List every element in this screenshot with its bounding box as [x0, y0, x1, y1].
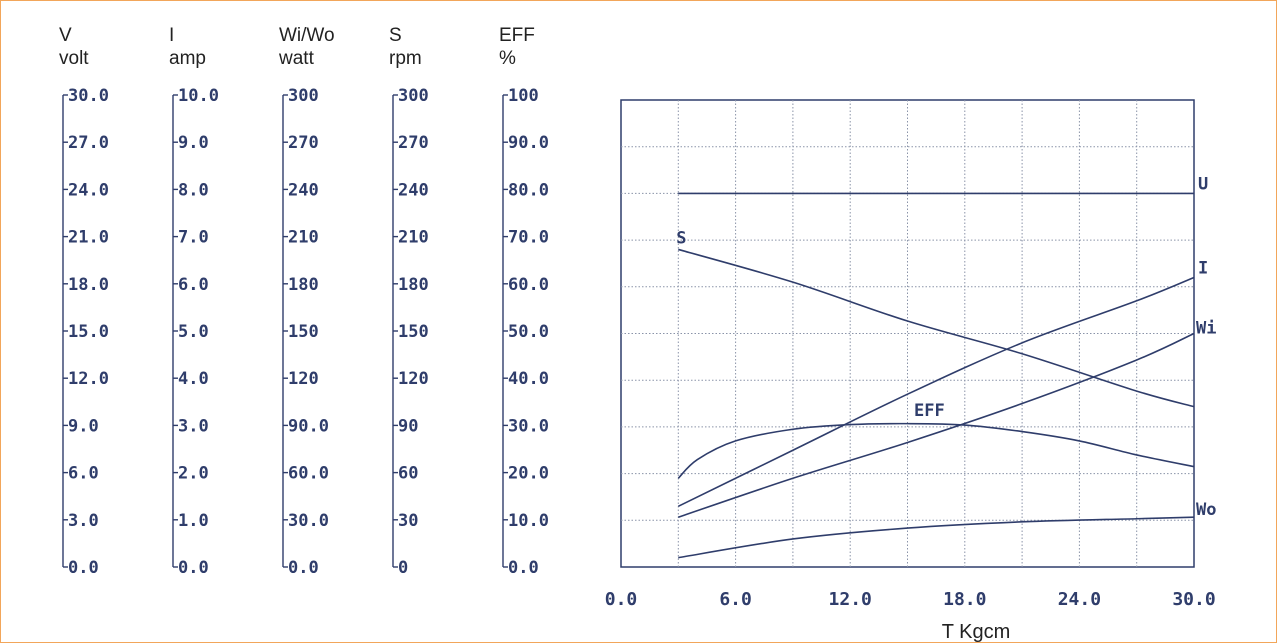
series-line-i — [677, 276, 1195, 508]
axis-tick-label: 70.0 — [508, 228, 549, 248]
axis-tick-label: 210 — [398, 228, 429, 248]
axis-tick-label: 90.0 — [508, 133, 549, 153]
axis-unit: volt — [59, 48, 89, 69]
axis-tick-label: 12.0 — [68, 369, 109, 389]
axis-unit: amp — [169, 48, 206, 69]
axis-tick-label: 10.0 — [508, 511, 549, 531]
axis-tick-label: 5.0 — [178, 322, 209, 342]
axis-tick-label: 150 — [288, 322, 319, 342]
axis-tick-label: 180 — [398, 275, 429, 295]
axis-tick-label: 300 — [398, 86, 429, 106]
x-tick-label: 18.0 — [943, 589, 986, 610]
axis-tick-label: 3.0 — [68, 511, 99, 531]
axis-tick-label: 4.0 — [178, 369, 209, 389]
axis-tick-label: 40.0 — [508, 369, 549, 389]
curve-label-s: S — [676, 228, 686, 248]
axis-tick-label: 3.0 — [178, 416, 209, 436]
axis-tick-label: 9.0 — [178, 133, 209, 153]
axis-unit: watt — [278, 48, 315, 69]
axis-tick-label: 27.0 — [68, 133, 109, 153]
axis-tick-label: 240 — [398, 180, 429, 200]
series-line-eff — [677, 422, 1195, 479]
curve-label-eff: EFF — [914, 401, 945, 421]
axis-eff: EFF% 100 90.0 80.0 70.0 60.0 50.0 40.0 30.0 20.0 1… — [499, 25, 549, 578]
axis-tick-label: 30.0 — [508, 416, 549, 436]
axis-name: Wi/Wo — [279, 25, 335, 46]
x-axis-title: T Kgcm — [942, 621, 1011, 643]
x-tick-label: 12.0 — [829, 589, 872, 610]
axis-tick-label: 60 — [398, 464, 418, 484]
series-line-s — [678, 248, 1195, 408]
axis-name: I — [169, 25, 174, 46]
axis-tick-label: 9.0 — [68, 416, 99, 436]
axis-tick-label: 60.0 — [288, 464, 329, 484]
axis-name: EFF — [499, 25, 535, 46]
axis-tick-label: 2.0 — [178, 464, 209, 484]
axis-tick-label: 150 — [398, 322, 429, 342]
axis-tick-label: 30.0 — [68, 86, 109, 106]
axis-tick-label: 18.0 — [68, 275, 109, 295]
axis-tick-label: 50.0 — [508, 322, 549, 342]
axis-tick-label: 210 — [288, 228, 319, 248]
axis-unit: % — [499, 48, 516, 69]
axis-name: S — [389, 25, 402, 46]
axis-tick-label: 15.0 — [68, 322, 109, 342]
axis-tick-label: 30.0 — [288, 511, 329, 531]
axis-tick-label: 21.0 — [68, 228, 109, 248]
axis-tick-label: 6.0 — [178, 275, 209, 295]
series-line-wi — [678, 332, 1195, 518]
axis-tick-label: 120 — [398, 369, 429, 389]
series-line-wo — [678, 516, 1195, 559]
axis-tick-label: 8.0 — [178, 180, 209, 200]
axis-tick-label: 90.0 — [288, 416, 329, 436]
axis-tick-label: 180 — [288, 275, 319, 295]
axis-tick-label: 6.0 — [68, 464, 99, 484]
axis-tick-label: 270 — [398, 133, 429, 153]
axis-tick-label: 0.0 — [178, 558, 209, 578]
x-tick-label: 6.0 — [719, 589, 752, 610]
axis-unit: rpm — [389, 48, 422, 69]
curve-label-wi: Wi — [1196, 319, 1216, 339]
axis-tick-label: 0 — [398, 558, 408, 578]
axis-tick-label: 10.0 — [178, 86, 219, 106]
x-tick-label: 24.0 — [1058, 589, 1101, 610]
axis-tick-label: 120 — [288, 369, 319, 389]
axis-tick-label: 1.0 — [178, 511, 209, 531]
axis-tick-label: 300 — [288, 86, 319, 106]
axis-tick-label: 20.0 — [508, 464, 549, 484]
curve-label-i: I — [1198, 258, 1208, 278]
axis-tick-label: 24.0 — [68, 180, 109, 200]
axis-tick-label: 90 — [398, 416, 418, 436]
axis-tick-label: 60.0 — [508, 275, 549, 295]
axis-tick-label: 100 — [508, 86, 539, 106]
axis-tick-label: 240 — [288, 180, 319, 200]
axis-tick-label: 0.0 — [288, 558, 319, 578]
x-tick-label: 0.0 — [605, 589, 638, 610]
curve-label-u: U — [1198, 174, 1208, 194]
axis-tick-label: 0.0 — [508, 558, 539, 578]
axis-tick-label: 7.0 — [178, 228, 209, 248]
curve-label-wo: Wo — [1196, 500, 1216, 520]
axis-tick-label: 0.0 — [68, 558, 99, 578]
x-tick-label: 30.0 — [1172, 589, 1215, 610]
axis-tick-label: 270 — [288, 133, 319, 153]
axis-tick-label: 30 — [398, 511, 418, 531]
axis-name: V — [59, 25, 72, 46]
axis-tick-label: 80.0 — [508, 180, 549, 200]
